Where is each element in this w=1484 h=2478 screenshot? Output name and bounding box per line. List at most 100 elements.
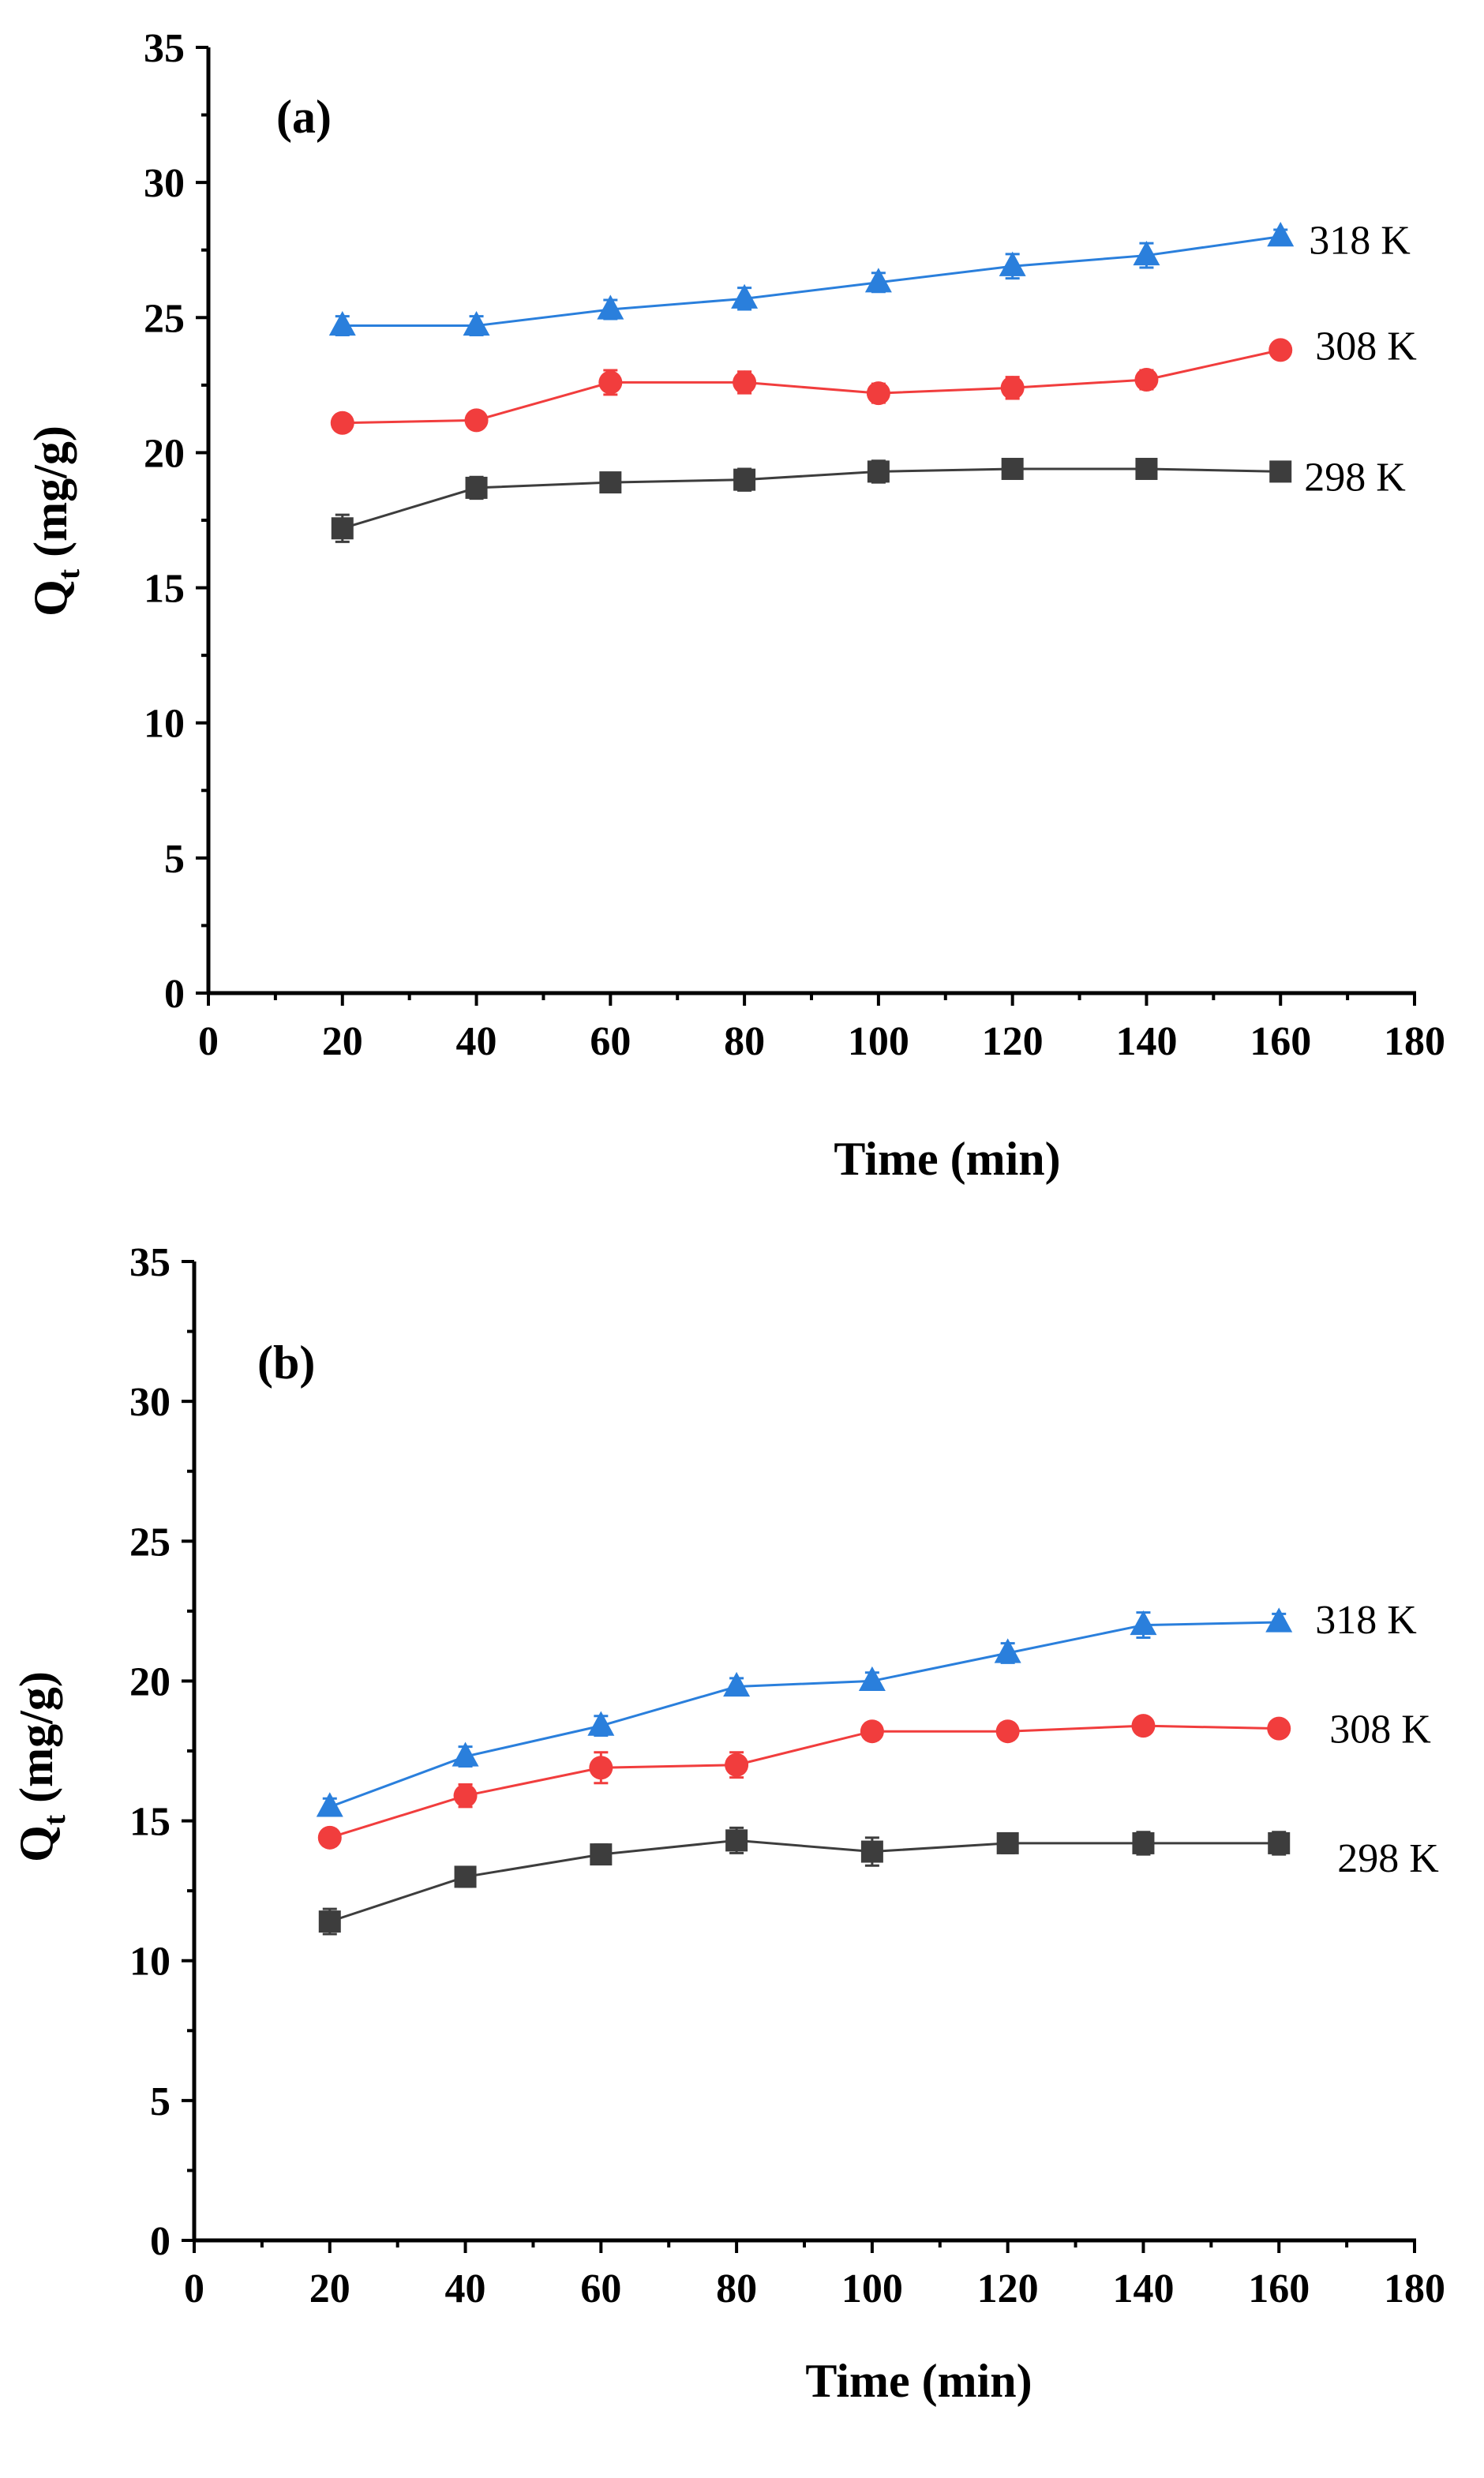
data-point-circle xyxy=(598,370,623,395)
data-point-circle xyxy=(464,408,489,433)
data-point-square xyxy=(725,1829,748,1852)
series-308-k xyxy=(317,1714,1291,1850)
data-point-triangle xyxy=(452,1741,479,1767)
y-axis-title-subscript: t xyxy=(36,1814,72,1825)
series-298-k xyxy=(318,1826,1291,1936)
series-line xyxy=(329,1839,1280,1923)
y-tick-label: 5 xyxy=(150,2079,171,2124)
data-point-triangle xyxy=(328,310,356,336)
data-point-circle xyxy=(866,381,890,406)
y-tick-label: 35 xyxy=(144,26,185,71)
y-tick-label: 5 xyxy=(164,837,185,882)
chart-panel-b: 0 20 40 60 80 100 120 140 160 180 0 5 10 15 20 25 30 35 Ti… xyxy=(10,1240,1445,2407)
series-line xyxy=(329,1724,1280,1839)
y-tick-label: 10 xyxy=(144,702,185,747)
x-tick-label: 0 xyxy=(184,2266,204,2311)
data-point-triangle xyxy=(723,1671,751,1697)
x-tick-label: 20 xyxy=(309,2266,350,2311)
data-point-triangle xyxy=(1267,222,1295,247)
x-tick-label: 0 xyxy=(198,1019,219,1064)
data-point-circle xyxy=(995,1719,1020,1744)
x-tick-label: 80 xyxy=(724,1019,765,1064)
data-point-square xyxy=(867,460,890,483)
data-point-circle xyxy=(733,370,757,395)
series-label: 298 K xyxy=(1337,1836,1439,1881)
x-tick-label: 60 xyxy=(590,1019,631,1064)
series-label: 298 K xyxy=(1304,455,1406,500)
data-point-square xyxy=(465,476,488,499)
y-axis-title-unit: (mg/g) xyxy=(10,1671,62,1815)
data-point-triangle xyxy=(597,294,624,320)
data-point-triangle xyxy=(999,251,1026,276)
data-point-square xyxy=(1269,460,1292,483)
series-line xyxy=(329,1621,1280,1809)
data-point-triangle xyxy=(731,283,759,309)
x-tick-label: 120 xyxy=(982,1019,1044,1064)
x-tick-label: 40 xyxy=(456,1019,497,1064)
data-point-circle xyxy=(453,1783,478,1808)
data-point-square xyxy=(454,1865,477,1888)
y-tick-label: 30 xyxy=(129,1380,171,1425)
y-axis-title: Qt (mg/g) xyxy=(10,1671,72,1862)
chart-panel-a: 0 20 40 60 80 100 120 140 160 180 0 5 10 15 20 25 30 35 Ti… xyxy=(24,26,1445,1185)
panel-label: (a) xyxy=(276,91,332,143)
data-point-square xyxy=(318,1910,341,1933)
series-line xyxy=(342,348,1281,425)
y-tick-label: 20 xyxy=(144,431,185,476)
data-point-circle xyxy=(1134,368,1159,392)
y-tick-label: 20 xyxy=(129,1659,171,1704)
data-point-square xyxy=(733,468,756,491)
x-axis-title: Time (min) xyxy=(834,1133,1060,1185)
data-point-circle xyxy=(1267,1716,1291,1741)
y-axis-title-main: Q xyxy=(24,579,77,617)
y-tick-label: 0 xyxy=(164,972,185,1017)
data-point-circle xyxy=(1000,376,1025,400)
y-axis-title-unit: (mg/g) xyxy=(24,425,77,569)
series-line xyxy=(342,467,1281,530)
data-point-triangle xyxy=(1133,240,1160,266)
y-tick-label: 10 xyxy=(129,1940,171,1985)
series-label: 318 K xyxy=(1309,219,1411,264)
data-point-square xyxy=(1001,457,1024,480)
data-point-triangle xyxy=(316,1792,343,1817)
series-318-k xyxy=(328,222,1295,337)
data-point-square xyxy=(590,1843,613,1866)
data-point-square xyxy=(1135,457,1158,480)
data-point-circle xyxy=(1131,1714,1156,1738)
series-308-k xyxy=(330,338,1293,435)
x-tick-label: 180 xyxy=(1384,1019,1445,1064)
y-tick-label: 0 xyxy=(150,2219,171,2264)
data-point-circle xyxy=(860,1719,884,1744)
data-point-square xyxy=(860,1840,883,1863)
y-tick-label: 15 xyxy=(144,567,185,612)
y-axis-title-subscript: t xyxy=(51,568,86,579)
x-tick-label: 80 xyxy=(716,2266,757,2311)
series-label: 318 K xyxy=(1315,1598,1417,1643)
data-point-triangle xyxy=(994,1638,1021,1663)
x-tick-label: 40 xyxy=(445,2266,486,2311)
series-line xyxy=(342,235,1281,328)
data-point-square xyxy=(1132,1831,1155,1854)
data-point-triangle xyxy=(587,1711,615,1736)
data-point-circle xyxy=(725,1753,749,1777)
x-axis-title: Time (min) xyxy=(805,2355,1032,2407)
x-tick-label: 140 xyxy=(1112,2266,1174,2311)
data-point-triangle xyxy=(1130,1610,1157,1636)
data-point-square xyxy=(1268,1831,1291,1854)
data-point-triangle xyxy=(1265,1607,1293,1633)
series-label: 308 K xyxy=(1315,324,1417,369)
data-point-circle xyxy=(589,1756,613,1780)
y-axis-title: Qt (mg/g) xyxy=(24,425,86,617)
x-tick-label: 60 xyxy=(580,2266,621,2311)
x-tick-label: 20 xyxy=(322,1019,363,1064)
x-tick-label: 100 xyxy=(841,2266,903,2311)
data-point-circle xyxy=(317,1825,342,1850)
y-axis-title-main: Q xyxy=(10,1825,62,1862)
data-point-triangle xyxy=(463,310,490,336)
series-label: 308 K xyxy=(1329,1708,1431,1753)
data-point-square xyxy=(599,471,622,494)
series-298-k xyxy=(331,457,1292,543)
x-tick-label: 120 xyxy=(977,2266,1039,2311)
y-tick-label: 15 xyxy=(129,1800,171,1845)
